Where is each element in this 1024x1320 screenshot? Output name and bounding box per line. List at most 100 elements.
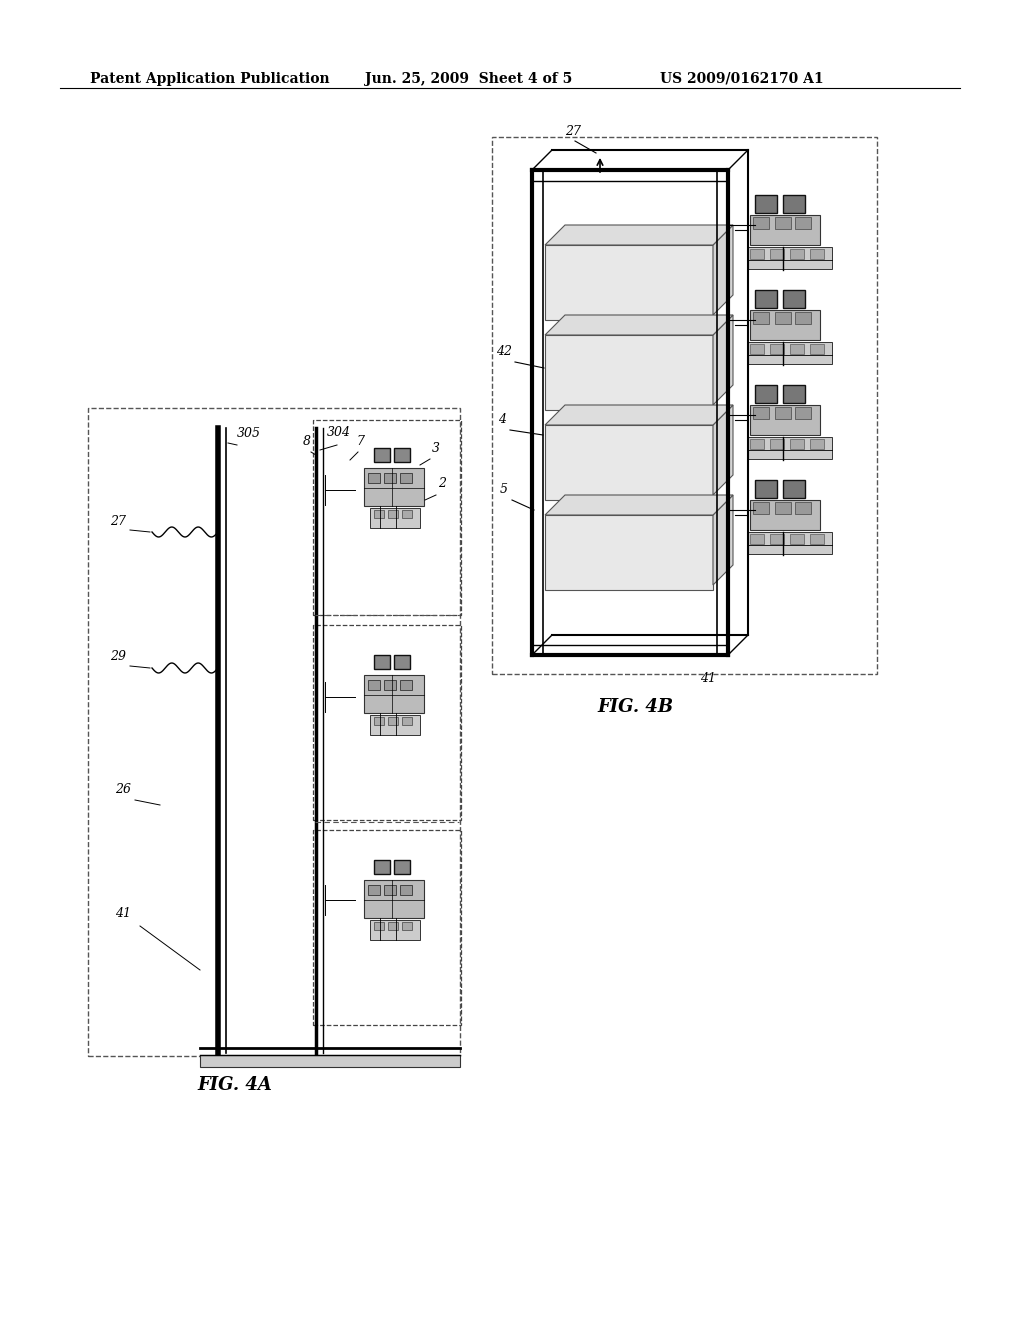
Bar [368,680,380,690]
Text: 5: 5 [500,483,508,496]
Bar [750,500,820,531]
Bar [384,680,396,690]
Bar [783,480,805,498]
Bar [313,830,461,1026]
Bar [402,510,412,517]
Bar [750,535,764,544]
Text: 304: 304 [327,426,351,440]
Bar [545,335,713,411]
Bar [746,437,831,459]
Bar [795,502,811,513]
Bar [374,510,384,517]
Polygon shape [713,315,733,405]
Text: 27: 27 [565,125,581,139]
Bar [370,508,420,528]
Bar [753,502,769,513]
Text: Jun. 25, 2009  Sheet 4 of 5: Jun. 25, 2009 Sheet 4 of 5 [365,73,572,86]
Bar [545,515,713,590]
Bar [810,249,824,259]
Bar [810,440,824,449]
Bar [394,655,410,669]
Text: 41: 41 [115,907,131,920]
Bar [400,680,412,690]
Text: US 2009/0162170 A1: US 2009/0162170 A1 [660,73,823,86]
Bar [402,921,412,931]
Bar [750,310,820,341]
Bar [790,249,804,259]
Bar [750,249,764,259]
Polygon shape [545,315,733,335]
Bar [370,715,420,735]
Bar [388,510,398,517]
Text: 3: 3 [432,442,440,455]
Bar [374,447,390,462]
Bar [364,469,424,506]
Bar [388,921,398,931]
Bar [374,717,384,725]
Bar [775,502,791,513]
Bar [88,408,460,1056]
Bar [370,920,420,940]
Bar [770,440,784,449]
Bar [394,447,410,462]
Bar [770,345,784,354]
Bar [200,1055,460,1067]
Bar [790,440,804,449]
Text: 27: 27 [110,515,126,528]
Bar [755,195,777,213]
Bar [750,345,764,354]
Bar [755,480,777,498]
Text: 305: 305 [237,426,261,440]
Bar [545,246,713,319]
Text: 41: 41 [700,672,716,685]
Text: 42: 42 [496,345,512,358]
Bar [753,216,769,228]
Bar [783,195,805,213]
Bar [384,473,396,483]
Bar [400,473,412,483]
Bar [368,473,380,483]
Bar [388,717,398,725]
Text: 7: 7 [356,436,364,447]
Text: FIG. 4B: FIG. 4B [597,698,673,715]
Bar [750,405,820,436]
Text: 2: 2 [438,477,446,490]
Bar [746,342,831,364]
Bar [770,535,784,544]
Bar [492,137,877,675]
Bar [394,861,410,874]
Bar [374,861,390,874]
Polygon shape [545,405,733,425]
Bar [795,216,811,228]
Bar [755,290,777,308]
Bar [545,425,713,500]
Bar [384,884,396,895]
Bar [313,420,461,615]
Bar [402,717,412,725]
Bar [746,532,831,554]
Bar [770,249,784,259]
Polygon shape [545,495,733,515]
Bar [364,675,424,713]
Polygon shape [545,224,733,246]
Text: 26: 26 [115,783,131,796]
Text: FIG. 4A: FIG. 4A [198,1076,272,1094]
Bar [795,312,811,323]
Bar [790,535,804,544]
Bar [810,345,824,354]
Polygon shape [713,224,733,315]
Bar [364,880,424,917]
Polygon shape [713,405,733,495]
Bar [783,385,805,403]
Bar [746,247,831,269]
Bar [374,655,390,669]
Bar [400,884,412,895]
Bar [313,624,461,820]
Bar [775,407,791,418]
Bar [775,216,791,228]
Bar [750,215,820,246]
Bar [750,440,764,449]
Bar [755,385,777,403]
Bar [790,345,804,354]
Bar [783,290,805,308]
